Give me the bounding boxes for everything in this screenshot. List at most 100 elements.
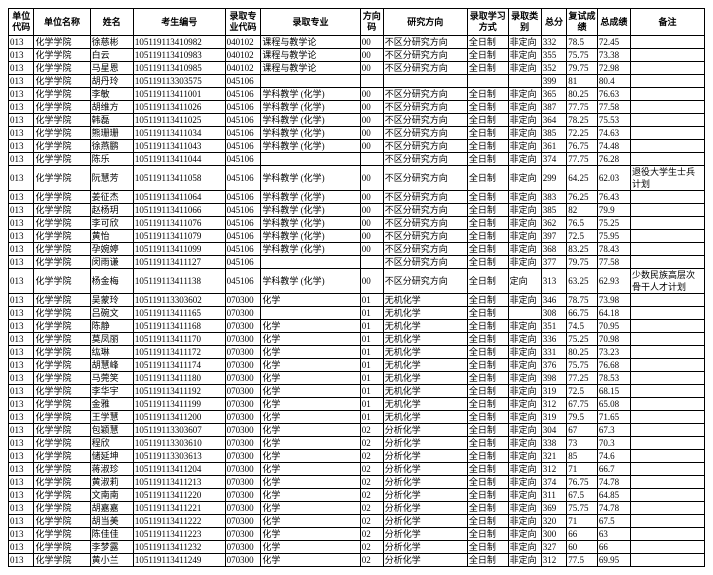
cell-9: 非定向	[508, 437, 541, 450]
cell-4: 070300	[225, 554, 261, 567]
cell-13	[630, 191, 704, 204]
cell-3: 105119113411213	[133, 476, 225, 489]
cell-10: 312	[541, 398, 566, 411]
table-row: 013化学学院阮慧芳105119113411058045106学科教学 (化学)…	[9, 166, 705, 191]
cell-0: 013	[9, 476, 34, 489]
cell-7: 不区分研究方向	[383, 127, 467, 140]
cell-2: 蒋淑珍	[90, 463, 133, 476]
cell-6: 01	[360, 411, 383, 424]
cell-11: 74.5	[567, 320, 598, 333]
cell-1: 化学学院	[34, 450, 90, 463]
cell-4: 045106	[225, 114, 261, 127]
cell-12: 73.23	[597, 346, 630, 359]
cell-8	[467, 75, 508, 88]
cell-11: 77.25	[567, 372, 598, 385]
cell-7: 无机化学	[383, 385, 467, 398]
cell-9: 非定向	[508, 476, 541, 489]
cell-7: 不区分研究方向	[383, 230, 467, 243]
cell-13	[630, 217, 704, 230]
cell-0: 013	[9, 346, 34, 359]
cell-12: 62.93	[597, 269, 630, 294]
cell-13	[630, 528, 704, 541]
cell-2: 王学慧	[90, 411, 133, 424]
cell-8: 全日制	[467, 515, 508, 528]
cell-3: 105119113410983	[133, 49, 225, 62]
cell-2: 胡丹玲	[90, 75, 133, 88]
cell-8: 全日制	[467, 554, 508, 567]
cell-3: 105119113411172	[133, 346, 225, 359]
cell-13	[630, 62, 704, 75]
cell-6: 01	[360, 346, 383, 359]
cell-5: 化学	[261, 294, 360, 307]
cell-1: 化学学院	[34, 114, 90, 127]
cell-5: 化学	[261, 541, 360, 554]
cell-3: 105119113411064	[133, 191, 225, 204]
cell-9: 非定向	[508, 204, 541, 217]
cell-0: 013	[9, 359, 34, 372]
cell-0: 013	[9, 153, 34, 166]
cell-13	[630, 114, 704, 127]
col-header-2: 姓名	[90, 9, 133, 36]
cell-7: 分析化学	[383, 424, 467, 437]
cell-11: 76.25	[567, 191, 598, 204]
cell-5: 课程与教学论	[261, 49, 360, 62]
cell-1: 化学学院	[34, 256, 90, 269]
cell-2: 白云	[90, 49, 133, 62]
cell-6: 02	[360, 554, 383, 567]
cell-12: 65.08	[597, 398, 630, 411]
cell-2: 金雅	[90, 398, 133, 411]
cell-13	[630, 554, 704, 567]
cell-5: 课程与教学论	[261, 36, 360, 49]
cell-10: 346	[541, 294, 566, 307]
table-row: 013化学学院韩磊105119113411025045106学科教学 (化学)0…	[9, 114, 705, 127]
cell-13	[630, 385, 704, 398]
cell-7: 无机化学	[383, 307, 467, 320]
cell-0: 013	[9, 62, 34, 75]
cell-8: 全日制	[467, 166, 508, 191]
cell-7: 分析化学	[383, 437, 467, 450]
cell-6: 02	[360, 515, 383, 528]
cell-1: 化学学院	[34, 541, 90, 554]
cell-0: 013	[9, 49, 34, 62]
cell-8: 全日制	[467, 437, 508, 450]
cell-9: 非定向	[508, 101, 541, 114]
admissions-table: 单位代码单位名称姓名考生编号录取专业代码录取专业方向码研究方向录取学习方式录取类…	[8, 8, 705, 567]
cell-3: 105119113411025	[133, 114, 225, 127]
cell-11: 63.25	[567, 269, 598, 294]
cell-6: 00	[360, 191, 383, 204]
cell-1: 化学学院	[34, 217, 90, 230]
cell-0: 013	[9, 333, 34, 346]
cell-1: 化学学院	[34, 489, 90, 502]
cell-2: 熊珊珊	[90, 127, 133, 140]
cell-7: 分析化学	[383, 515, 467, 528]
cell-3: 105119113411174	[133, 359, 225, 372]
cell-9	[508, 75, 541, 88]
cell-9: 非定向	[508, 62, 541, 75]
cell-12: 66	[597, 541, 630, 554]
cell-11: 72.5	[567, 230, 598, 243]
cell-11: 79.75	[567, 62, 598, 75]
cell-3: 105119113411001	[133, 88, 225, 101]
cell-11: 60	[567, 541, 598, 554]
cell-11: 78.25	[567, 114, 598, 127]
cell-7: 无机化学	[383, 294, 467, 307]
cell-13	[630, 307, 704, 320]
cell-10: 364	[541, 114, 566, 127]
cell-7: 无机化学	[383, 320, 467, 333]
cell-13	[630, 49, 704, 62]
cell-7: 分析化学	[383, 528, 467, 541]
cell-11: 71	[567, 515, 598, 528]
cell-2: 徐燕鹏	[90, 140, 133, 153]
cell-2: 纮琳	[90, 346, 133, 359]
cell-11: 79.75	[567, 256, 598, 269]
cell-12: 78.43	[597, 243, 630, 256]
cell-12: 79.9	[597, 204, 630, 217]
cell-3: 105119113410982	[133, 36, 225, 49]
table-row: 013化学学院陈乐105119113411044045106不区分研究方向全日制…	[9, 153, 705, 166]
cell-8: 全日制	[467, 256, 508, 269]
cell-4: 045106	[225, 166, 261, 191]
cell-6	[360, 75, 383, 88]
cell-13	[630, 256, 704, 269]
cell-3: 105119113411200	[133, 411, 225, 424]
cell-4: 045106	[225, 153, 261, 166]
